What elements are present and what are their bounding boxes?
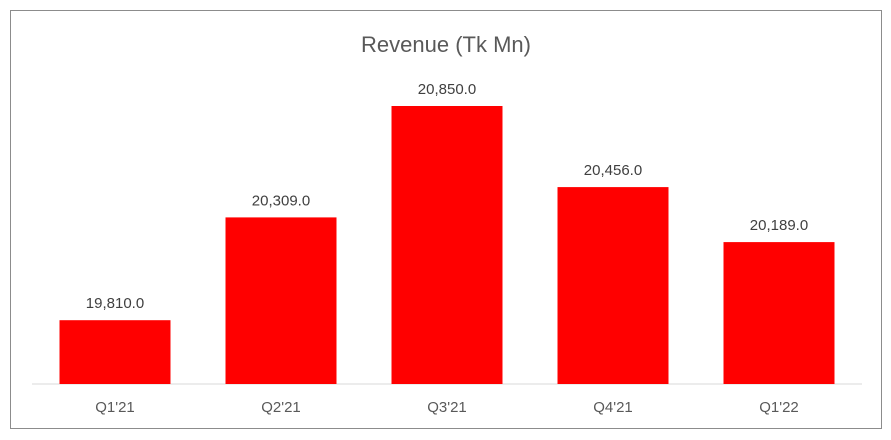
data-label-3: 20,456.0 [584,162,642,179]
data-label-1: 20,309.0 [252,192,310,209]
x-tick-label-0: Q1'21 [95,399,135,416]
data-label-2: 20,850.0 [418,81,476,98]
bar-0 [59,320,171,384]
x-tick-label-1: Q2'21 [261,399,301,416]
bar-3 [557,187,669,384]
x-tick-labels-group: Q1'21 Q2'21 Q3'21 Q4'21 Q1'22 [95,399,799,416]
data-label-0: 19,810.0 [86,295,144,312]
data-labels-group: 19,810.0 20,309.0 20,850.0 20,456.0 20,189.0 [86,81,808,312]
bar-1 [225,217,337,384]
bars-group [59,106,835,384]
bar-2 [391,106,503,384]
x-tick-label-3: Q4'21 [593,399,633,416]
chart-title: Revenue (Tk Mn) [361,32,531,57]
data-label-4: 20,189.0 [750,217,808,234]
x-tick-label-4: Q1'22 [759,399,799,416]
bar-4 [723,242,835,384]
x-tick-label-2: Q3'21 [427,399,467,416]
